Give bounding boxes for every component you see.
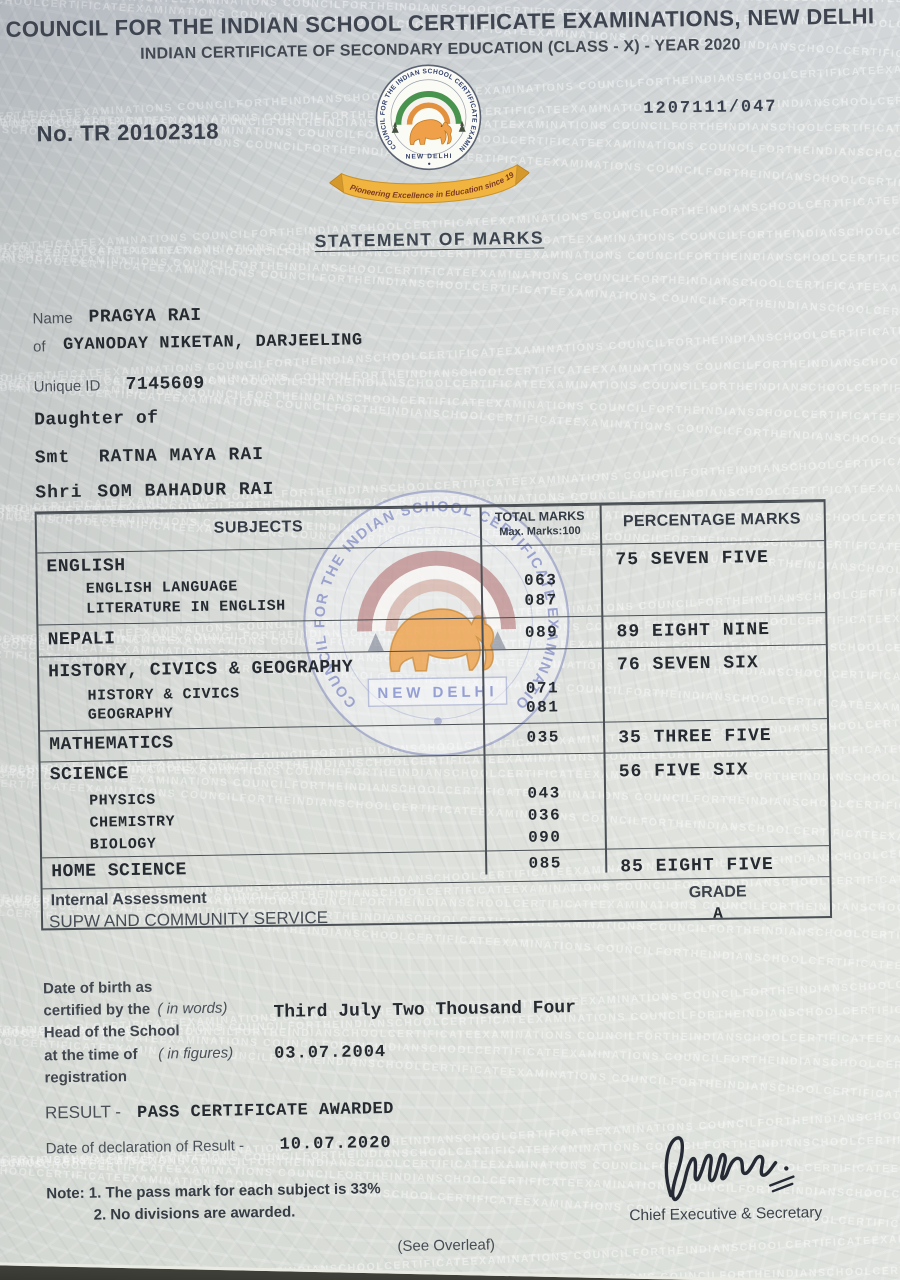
percentage-marks: 75 SEVEN FIVE [615,547,770,571]
dob-in-words: Third July Two Thousand Four [273,998,577,1023]
dob-label-line: Date of birth as [42,978,153,998]
sub-marks: 036 [527,806,562,825]
dob-label-line: at the time of [44,1045,138,1065]
stamp-city: NEW DELHI [377,683,497,702]
in-figures-label: ( in figures) [158,1044,234,1063]
mother-name: RATNA MAYA RAI [98,444,265,468]
sub-marks: 081 [525,698,560,717]
percentage-marks: 89 EIGHT NINE [616,619,771,643]
rainbow-icon [395,91,462,125]
sub-subject: ENGLISH LANGUAGE [85,578,238,598]
declaration-label: Date of declaration of Result - [45,1137,245,1158]
declaration-date: 10.07.2020 [279,1133,392,1155]
sub-marks: 063 [523,571,558,590]
tree-icon [391,120,466,133]
total-marks: 035 [526,728,561,747]
sub-marks: 087 [524,591,558,610]
subject-name: HISTORY, CIVICS & GEOGRAPHY [47,657,354,683]
sub-marks: 071 [525,679,560,698]
signature [664,1136,795,1202]
percentage-marks: 35 THREE FIVE [618,725,772,749]
sub-marks: 090 [528,828,562,847]
total-marks: 085 [528,854,563,873]
name-label: Name [32,309,73,328]
col-percentage: PERCENTAGE MARKS [622,510,801,531]
dob-label-line: certified by the [43,1000,151,1020]
col-total-marks: TOTAL MARKS [494,508,585,525]
percentage-marks: 56 FIVE SIX [618,760,749,783]
grade-label: GRADE [688,883,747,902]
internal-assessment-label: Internal Assessment [50,889,207,910]
stamp-rainbow-icon [357,550,517,632]
sub-subject: BIOLOGY [89,835,157,854]
subject-name: SCIENCE [49,764,130,786]
relation-label: Daughter of [34,408,159,431]
mother-title: Smt [34,447,71,469]
student-name: PRAGYA RAI [88,305,202,328]
subject-name: ENGLISH [46,556,126,578]
stamp-tree-icon [367,631,506,652]
unique-id: 7145609 [125,373,205,396]
table-row-english: ENGLISH 75 SEVEN FIVE ENGLISH LANGUAGE 0… [37,540,826,625]
dob-label-line: registration [44,1068,128,1087]
overleaf-note: (See Overleaf) [397,1236,496,1255]
note-line1: Note: 1. The pass mark for each subject … [46,1180,381,1203]
of-label: of [32,338,46,356]
unique-id-label: Unique ID [33,377,101,396]
council-logo: COUNCIL FOR THE INDIAN SCHOOL CERTIFICAT… [328,59,530,204]
subject-name: HOME SCIENCE [51,860,188,883]
sub-subject: HISTORY & CIVICS [87,685,240,705]
table-row-history: HISTORY, CIVICS & GEOGRAPHY 76 SEVEN SIX… [38,644,827,731]
note-line2: 2. No divisions are awarded. [93,1203,296,1224]
percentage-marks: 76 SEVEN SIX [616,653,759,676]
total-marks: 089 [524,623,559,642]
result-value: PASS CERTIFICATE AWARDED [136,1099,395,1123]
supw-label: SUPW AND COMMUNITY SERVICE [48,907,329,932]
stamp-elephant-icon [389,608,495,673]
col-max-marks: Max. Marks:100 [499,524,581,539]
sub-subject: CHEMISTRY [89,813,176,832]
serial-number: 1207111/047 [643,97,778,119]
sub-subject: PHYSICS [89,791,156,810]
table-row-science: SCIENCE 56 FIVE SIX PHYSICS 043 CHEMISTR… [40,749,829,858]
marks-table: SUBJECTS TOTAL MARKS Max. Marks:100 PERC… [34,499,833,937]
school-name: GYANODAY NIKETAN, DARJEELING [62,331,363,356]
page-title: STATEMENT OF MARKS [314,227,545,252]
stamp-city-band: NEW DELHI [367,676,508,726]
result-label: RESULT - [44,1102,122,1123]
father-name: SOM BAHADUR RAI [97,479,275,503]
father-title: Shri [35,482,83,504]
dob-in-figures: 03.07.2004 [274,1043,387,1064]
in-words-label: ( in words) [157,999,228,1018]
elephant-icon [409,119,452,145]
logo-city: NEW DELHI [406,153,453,161]
col-subjects: SUBJECTS [213,518,304,537]
sub-subject: GEOGRAPHY [87,705,174,724]
dob-label-line: Head of the School [43,1022,180,1042]
sub-subject: LITERATURE IN ENGLISH [86,597,286,618]
certificate-number: No. TR 20102318 [36,118,220,147]
percentage-marks: 85 EIGHT FIVE [620,854,774,878]
stamp-watermark: COUNCIL FOR THE INDIAN SCHOOL CERTIFICAT… [289,476,570,757]
subject-name: MATHEMATICS [49,733,174,756]
grade-value: A [713,904,723,923]
subject-name: NEPALI [47,629,116,651]
sub-marks: 043 [527,784,561,803]
